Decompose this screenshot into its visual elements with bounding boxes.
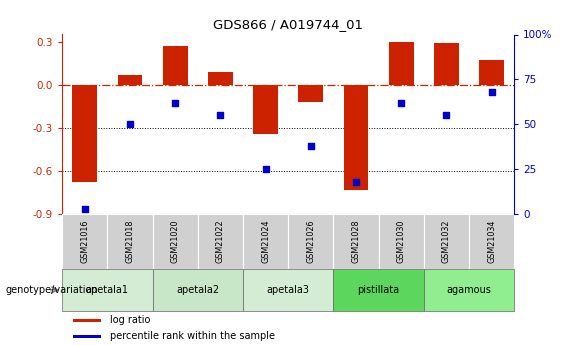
Bar xyxy=(379,214,424,269)
Bar xyxy=(62,269,153,310)
Bar xyxy=(153,269,243,310)
Text: GSM21020: GSM21020 xyxy=(171,220,180,263)
Text: GSM21024: GSM21024 xyxy=(261,220,270,263)
Bar xyxy=(62,214,107,269)
Bar xyxy=(333,269,424,310)
Text: log ratio: log ratio xyxy=(110,315,150,325)
Bar xyxy=(424,214,469,269)
Text: GSM21030: GSM21030 xyxy=(397,220,406,263)
Bar xyxy=(344,85,368,189)
Bar xyxy=(73,335,101,338)
Bar xyxy=(253,85,278,134)
Bar xyxy=(243,269,333,310)
Bar xyxy=(298,85,323,102)
Bar xyxy=(198,214,243,269)
Bar xyxy=(107,214,153,269)
Bar xyxy=(389,42,414,85)
Text: GSM21016: GSM21016 xyxy=(80,220,89,263)
Bar xyxy=(424,269,514,310)
Text: GSM21028: GSM21028 xyxy=(351,220,360,263)
Bar xyxy=(72,85,97,182)
Point xyxy=(442,112,451,118)
Text: GSM21034: GSM21034 xyxy=(487,220,496,263)
Text: percentile rank within the sample: percentile rank within the sample xyxy=(110,332,275,341)
Bar xyxy=(73,319,101,322)
Point xyxy=(171,100,180,106)
Text: GSM21022: GSM21022 xyxy=(216,220,225,263)
Point xyxy=(261,166,270,172)
Bar xyxy=(208,72,233,85)
Bar xyxy=(163,46,188,85)
Point xyxy=(80,206,89,211)
Bar xyxy=(469,214,514,269)
Point xyxy=(487,89,496,95)
Bar xyxy=(333,214,379,269)
Point xyxy=(397,100,406,106)
Text: agamous: agamous xyxy=(446,285,492,295)
Bar xyxy=(243,214,288,269)
Bar xyxy=(288,214,333,269)
Text: genotype/variation: genotype/variation xyxy=(6,285,98,295)
Bar xyxy=(118,75,142,85)
Text: GSM21018: GSM21018 xyxy=(125,220,134,263)
Bar xyxy=(479,60,504,85)
Text: apetala1: apetala1 xyxy=(86,285,129,295)
Text: pistillata: pistillata xyxy=(358,285,399,295)
Text: apetala2: apetala2 xyxy=(176,285,219,295)
Bar xyxy=(153,214,198,269)
Text: GSM21032: GSM21032 xyxy=(442,220,451,263)
Text: GSM21026: GSM21026 xyxy=(306,220,315,263)
Text: apetala3: apetala3 xyxy=(267,285,310,295)
Title: GDS866 / A019744_01: GDS866 / A019744_01 xyxy=(213,18,363,31)
Point xyxy=(125,121,134,127)
Point xyxy=(216,112,225,118)
Point xyxy=(351,179,360,184)
Point xyxy=(306,143,315,148)
Bar xyxy=(434,43,459,85)
